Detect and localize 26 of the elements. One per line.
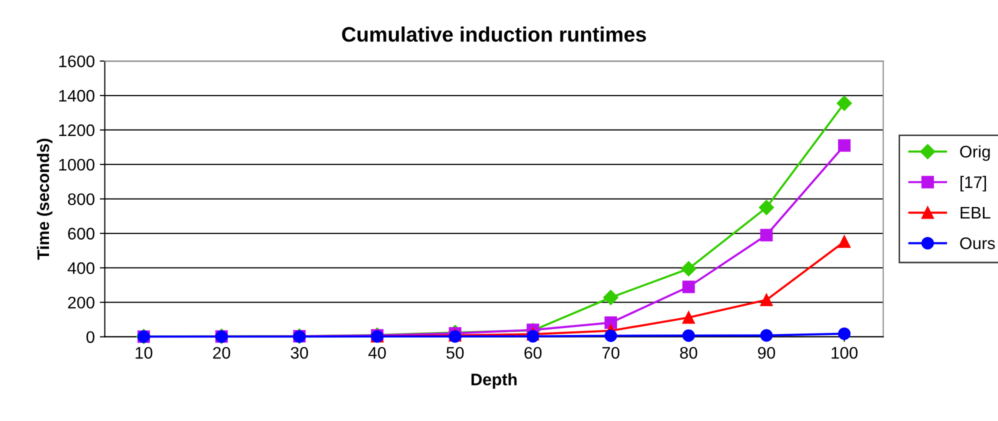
chart-title: Cumulative induction runtimes bbox=[342, 26, 646, 42]
legend-label: Ours bbox=[960, 237, 995, 250]
x-tick-label: 90 bbox=[758, 346, 776, 359]
y-tick-label: 1400 bbox=[59, 90, 94, 102]
y-tick-label: 800 bbox=[68, 193, 94, 206]
x-tick-label: 20 bbox=[213, 346, 230, 359]
y-tick-label: 400 bbox=[68, 262, 94, 274]
x-tick-label: 70 bbox=[602, 346, 620, 359]
y-tick-label: 1200 bbox=[59, 124, 94, 136]
legend-label: Orig bbox=[960, 145, 990, 161]
legend-label: [17] bbox=[960, 176, 986, 192]
y-tick-label: 600 bbox=[68, 228, 94, 240]
y-tick-label: 1600 bbox=[59, 55, 94, 68]
legend-label: EBL bbox=[960, 207, 990, 218]
y-axis-title: Time (seconds) bbox=[36, 138, 52, 260]
x-tick-label: 40 bbox=[368, 346, 386, 359]
x-tick-label: 80 bbox=[680, 346, 698, 359]
y-tick-label: 200 bbox=[68, 296, 94, 309]
x-tick-label: 50 bbox=[446, 346, 464, 359]
x-tick-label: 10 bbox=[136, 346, 152, 359]
y-tick-label: 0 bbox=[86, 331, 94, 344]
x-tick-label: 60 bbox=[524, 346, 542, 359]
x-tick-label: 100 bbox=[832, 346, 858, 359]
y-tick-label: 1000 bbox=[59, 158, 94, 171]
x-axis-title: Depth bbox=[472, 373, 517, 389]
x-tick-label: 30 bbox=[290, 346, 308, 359]
